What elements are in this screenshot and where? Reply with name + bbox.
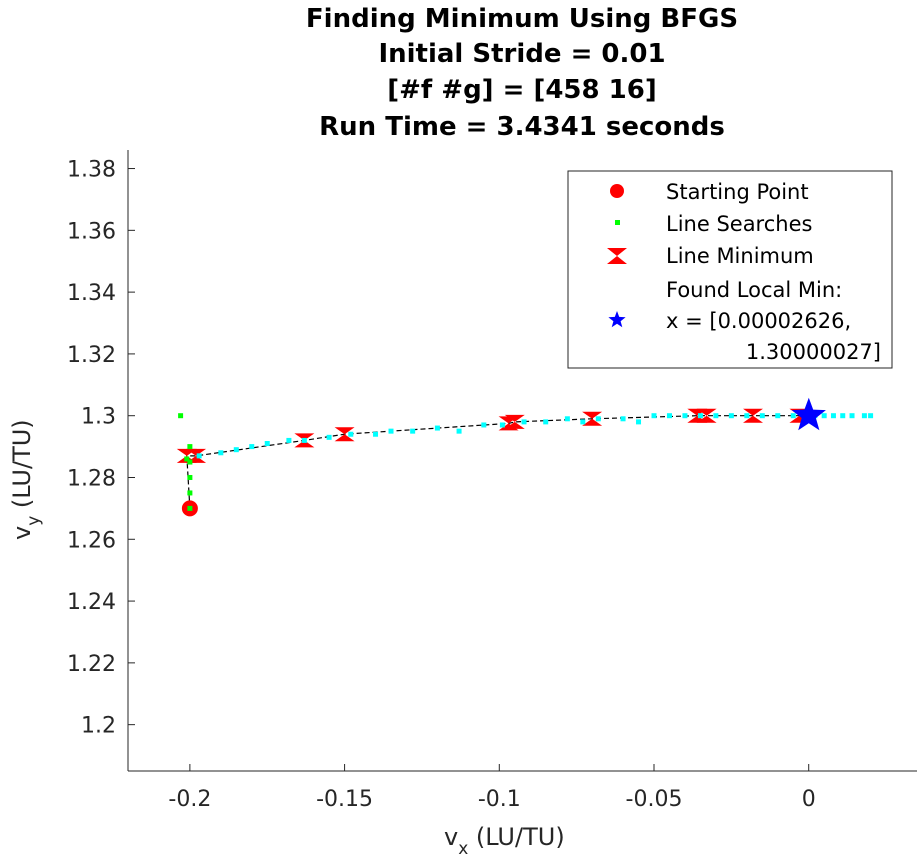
y-tick-label: 1.34 [67, 281, 116, 306]
line-search-point [830, 413, 836, 419]
line-minimum-marker [582, 411, 603, 426]
line-search-point [373, 431, 379, 437]
line-search-point [651, 413, 657, 419]
line-search-point [187, 444, 193, 450]
chart-title: Finding Minimum Using BFGS Initial Strid… [306, 4, 738, 142]
legend-marker-starting-point [610, 184, 624, 198]
line-search-point [861, 413, 867, 419]
legend-label-line-searches: Line Searches [666, 212, 812, 236]
line-minimum-marker [334, 427, 355, 442]
line-search-point [434, 425, 440, 431]
line-search-point [264, 441, 270, 447]
line-search-point [218, 450, 224, 456]
line-search-point [187, 490, 193, 496]
line-search-point [388, 428, 394, 434]
data-marks [176, 397, 874, 517]
legend-marker-line-searches [615, 220, 620, 225]
y-tick-label: 1.32 [67, 343, 116, 368]
title-line-1: Finding Minimum Using BFGS [306, 4, 738, 34]
x-tick-label: -0.15 [316, 787, 373, 812]
line-search-point [713, 413, 719, 419]
line-search-point [301, 437, 307, 443]
legend-marker-line-minimum [607, 248, 627, 264]
x-tick-label: -0.05 [626, 787, 683, 812]
line-search-point [759, 413, 765, 419]
legend: Starting Point Line Searches Line Minimu… [567, 170, 893, 369]
axis-ticks: -0.2 -0.15 -0.1 -0.05 0 1.2 1.22 1.24 1.26 1.28 1.… [67, 158, 816, 812]
y-tick-label: 1.36 [67, 219, 116, 244]
line-search-point [821, 413, 827, 419]
line-search-point [595, 416, 601, 422]
legend-label-line-minimum: Line Minimum [666, 244, 814, 268]
y-tick-label: 1.22 [67, 652, 116, 677]
y-tick-label: 1.28 [67, 466, 116, 491]
y-tick-label: 1.3 [81, 405, 116, 430]
legend-label-starting-point: Starting Point [666, 180, 809, 204]
line-search-point [249, 444, 255, 450]
line-search-point [196, 453, 202, 459]
line-search-point [682, 413, 688, 419]
line-search-point [481, 422, 487, 428]
legend-label-found-local-min: Found Local Min: [666, 278, 842, 302]
y-tick-label: 1.2 [81, 714, 116, 739]
found-local-min-marker [791, 397, 826, 431]
line-search-point [286, 437, 292, 443]
path-line [186, 415, 809, 509]
line-minimum-marker [504, 414, 525, 429]
line-search-point [868, 413, 874, 419]
line-minimum-marker [743, 408, 764, 423]
line-search-point [790, 413, 796, 419]
line-search-point [620, 416, 626, 422]
line-search-point [543, 419, 549, 425]
line-search-point [636, 419, 642, 425]
line-search-point [744, 413, 750, 419]
line-minimum-marker [186, 448, 207, 463]
x-axis-label: vx (LU/TU) [444, 823, 565, 859]
legend-marker-found-local-min [608, 311, 626, 328]
line-search-point [775, 413, 781, 419]
line-search-point [187, 505, 193, 511]
line-search-point [521, 419, 527, 425]
line-search-point [728, 413, 734, 419]
legend-label-min-y: 1.30000027] [746, 340, 881, 364]
y-tick-label: 1.38 [67, 158, 116, 183]
line-search-point [326, 434, 332, 440]
line-search-point [666, 413, 672, 419]
x-tick-label: -0.1 [478, 787, 521, 812]
line-search-point [187, 459, 193, 465]
line-search-point [697, 413, 703, 419]
line-search-point [564, 416, 570, 422]
x-tick-label: 0 [802, 787, 816, 812]
title-line-2: Initial Stride = 0.01 [378, 39, 665, 69]
y-axis-label: vy (LU/TU) [8, 419, 44, 540]
legend-label-min-x: x = [0.00002626, [666, 309, 851, 333]
line-search-point [348, 431, 354, 437]
title-line-4: Run Time = 3.4341 seconds [319, 112, 725, 142]
line-search-point [499, 422, 505, 428]
line-search-point [840, 413, 846, 419]
x-tick-label: -0.2 [168, 787, 211, 812]
line-minimum-marker [696, 408, 717, 423]
line-search-point [184, 456, 190, 462]
line-search-point [187, 474, 193, 480]
search-path [186, 415, 809, 509]
line-search-point [580, 419, 586, 425]
line-search-point [456, 428, 462, 434]
line-search-point [233, 447, 239, 453]
title-line-3: [#f #g] = [458 16] [387, 75, 656, 105]
legend-box [567, 170, 893, 369]
line-search-point [410, 428, 416, 434]
line-search-point [849, 413, 855, 419]
line-search-point [178, 413, 184, 419]
y-tick-label: 1.24 [67, 590, 116, 615]
y-tick-label: 1.26 [67, 528, 116, 553]
